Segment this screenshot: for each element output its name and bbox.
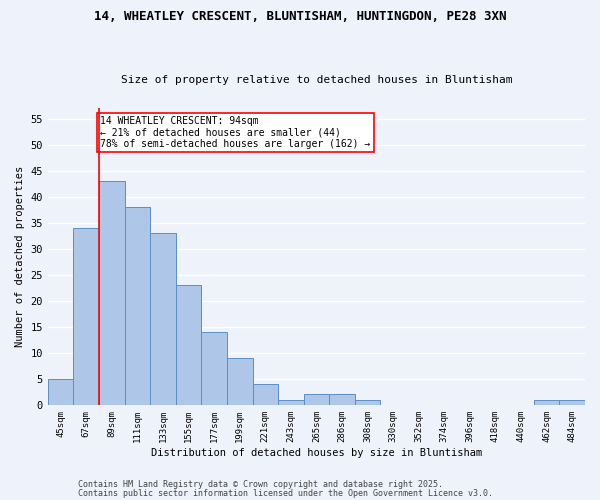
Bar <box>329 394 355 405</box>
Bar <box>304 394 329 405</box>
Bar <box>48 379 73 405</box>
Bar <box>176 286 202 405</box>
Bar <box>202 332 227 405</box>
Bar <box>253 384 278 405</box>
Text: 14, WHEATLEY CRESCENT, BLUNTISHAM, HUNTINGDON, PE28 3XN: 14, WHEATLEY CRESCENT, BLUNTISHAM, HUNTI… <box>94 10 506 23</box>
Bar <box>73 228 99 405</box>
Bar <box>534 400 559 405</box>
Bar <box>150 234 176 405</box>
Bar <box>125 208 150 405</box>
Bar <box>559 400 585 405</box>
Bar <box>227 358 253 405</box>
Bar <box>99 182 125 405</box>
Y-axis label: Number of detached properties: Number of detached properties <box>15 166 25 348</box>
Bar <box>355 400 380 405</box>
Text: 14 WHEATLEY CRESCENT: 94sqm
← 21% of detached houses are smaller (44)
78% of sem: 14 WHEATLEY CRESCENT: 94sqm ← 21% of det… <box>100 116 371 150</box>
X-axis label: Distribution of detached houses by size in Bluntisham: Distribution of detached houses by size … <box>151 448 482 458</box>
Text: Contains public sector information licensed under the Open Government Licence v3: Contains public sector information licen… <box>78 488 493 498</box>
Bar <box>278 400 304 405</box>
Title: Size of property relative to detached houses in Bluntisham: Size of property relative to detached ho… <box>121 76 512 86</box>
Text: Contains HM Land Registry data © Crown copyright and database right 2025.: Contains HM Land Registry data © Crown c… <box>78 480 443 489</box>
